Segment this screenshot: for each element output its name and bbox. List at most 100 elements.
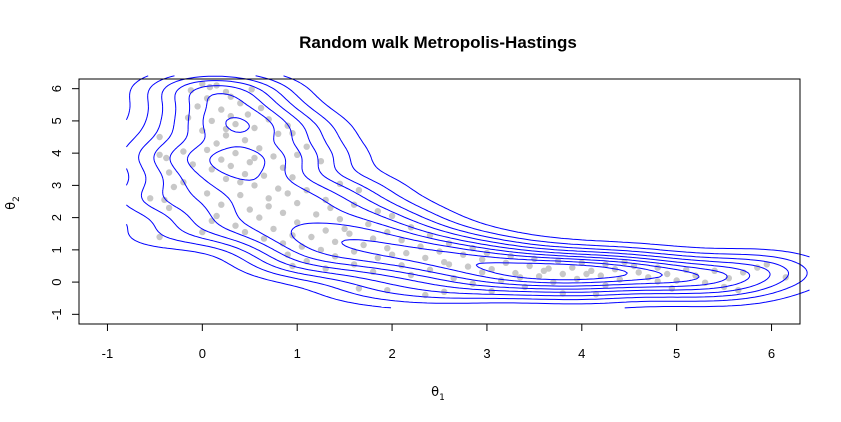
sample-point (251, 124, 258, 132)
sample-point (512, 269, 519, 277)
y-tick-label: 6 (49, 85, 64, 92)
sample-point (213, 140, 220, 147)
sample-point (275, 185, 282, 192)
sample-point (257, 104, 265, 112)
y-axis: -1 0 1 2 3 4 5 6 (49, 85, 80, 321)
sample-point (161, 196, 168, 204)
sample-point (550, 278, 557, 286)
sample-point (469, 280, 476, 287)
sample-point (256, 145, 263, 152)
density-contours (125, 75, 810, 309)
sample-point (336, 216, 344, 223)
sample-point (294, 151, 301, 158)
sample-point (218, 201, 225, 208)
sample-point (275, 130, 282, 137)
sample-point (289, 130, 296, 137)
sample-point (237, 191, 244, 199)
x-tick-label: 6 (768, 346, 775, 361)
contour-line (475, 262, 628, 281)
sample-point (163, 154, 170, 162)
sample-point (313, 211, 320, 218)
sample-point (203, 95, 211, 102)
y-tick-label: 4 (49, 150, 64, 157)
sample-point (355, 285, 363, 292)
sample-point (488, 266, 495, 273)
sample-point (194, 103, 201, 110)
contour-line (341, 239, 663, 284)
contour-line (153, 80, 771, 297)
sample-point (294, 219, 301, 226)
sample-point (227, 162, 234, 170)
sample-point (327, 204, 334, 212)
sample-point (763, 261, 770, 268)
contour-line (125, 75, 810, 309)
sample-point (460, 251, 467, 258)
contour-line (186, 93, 728, 290)
sample-point (654, 264, 661, 271)
sample-point (635, 269, 642, 276)
x-tick-label: 4 (578, 346, 585, 361)
sample-point (147, 195, 154, 202)
sample-point (208, 217, 215, 224)
sample-point (341, 225, 348, 233)
y-tick-label: 2 (49, 214, 64, 221)
y-axis-label: θ2 (4, 196, 22, 210)
sample-point (180, 148, 187, 155)
sample-point (483, 249, 491, 257)
sample-point (573, 275, 581, 283)
sample-point (203, 146, 211, 154)
sample-point (199, 80, 206, 88)
sample-point (170, 183, 178, 191)
sample-point (241, 137, 249, 144)
sample-point (232, 149, 239, 157)
x-tick-label: 2 (388, 346, 395, 361)
y-tick-label: -1 (49, 309, 64, 321)
sample-point (260, 235, 268, 242)
sample-point (208, 117, 215, 125)
sample-point (237, 100, 244, 107)
sample-point (464, 263, 472, 270)
sample-point (284, 122, 291, 129)
sample-point (218, 106, 225, 113)
y-tick-label: 0 (49, 278, 64, 285)
sample-point (388, 251, 396, 258)
x-tick-label: 5 (673, 346, 680, 361)
sample-point (260, 172, 268, 179)
x-tick-label: 0 (199, 346, 206, 361)
sample-point (355, 187, 363, 194)
sample-point (289, 174, 296, 181)
sample-point (602, 261, 609, 268)
sample-point (208, 166, 215, 173)
sample-point (244, 111, 252, 118)
sample-point (248, 86, 255, 93)
sample-point (360, 241, 367, 249)
sample-points (147, 80, 789, 299)
sample-point (322, 196, 329, 204)
sample-point (422, 254, 429, 262)
contour-line (125, 75, 808, 305)
sample-point (294, 199, 301, 207)
sample-point (374, 208, 381, 215)
chart-title: Random walk Metropolis-Hastings (299, 33, 577, 52)
contour-line (138, 75, 790, 301)
sample-point (526, 262, 533, 270)
sample-point (588, 267, 595, 274)
sample-point (222, 132, 230, 139)
sample-point (441, 258, 448, 266)
sample-point (165, 204, 173, 212)
sample-point (213, 212, 220, 220)
sample-point (241, 170, 249, 178)
sample-point (232, 120, 239, 128)
sample-point (284, 190, 291, 197)
sample-point (317, 158, 325, 165)
sample-point (583, 270, 590, 278)
sample-point (398, 237, 405, 244)
sample-point (369, 235, 377, 242)
x-axis-label: θ1 (431, 385, 445, 403)
sample-point (479, 269, 486, 276)
sample-point (206, 83, 214, 91)
sample-point (365, 220, 372, 228)
sample-point (407, 271, 415, 279)
sample-point (265, 195, 272, 202)
sample-point (616, 276, 623, 283)
